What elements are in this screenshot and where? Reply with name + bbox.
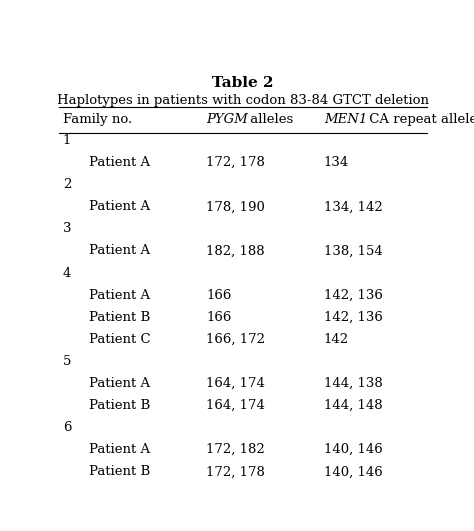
Text: 1: 1 [63,134,71,147]
Text: 182, 188: 182, 188 [206,244,265,258]
Text: Patient A: Patient A [89,244,150,258]
Text: 140, 146: 140, 146 [324,465,383,478]
Text: Patient B: Patient B [89,465,150,478]
Text: Family no.: Family no. [63,114,132,126]
Text: 4: 4 [63,267,71,279]
Text: alleles: alleles [246,114,293,126]
Text: CA repeat alleles: CA repeat alleles [365,114,474,126]
Text: 3: 3 [63,222,72,235]
Text: Patient A: Patient A [89,443,150,456]
Text: 5: 5 [63,355,71,368]
Text: 2: 2 [63,178,71,191]
Text: 178, 190: 178, 190 [206,200,265,213]
Text: 142, 136: 142, 136 [324,289,383,302]
Text: Patient A: Patient A [89,377,150,390]
Text: MEN1: MEN1 [324,114,367,126]
Text: Haplotypes in patients with codon 83-84 GTCT deletion: Haplotypes in patients with codon 83-84 … [57,95,429,107]
Text: 144, 148: 144, 148 [324,399,383,412]
Text: Patient A: Patient A [89,200,150,213]
Text: 142: 142 [324,333,349,346]
Text: 138, 154: 138, 154 [324,244,383,258]
Text: 134, 142: 134, 142 [324,200,383,213]
Text: 166: 166 [206,311,232,324]
Text: 166: 166 [206,289,232,302]
Text: PYGM: PYGM [206,114,248,126]
Text: Patient C: Patient C [89,333,150,346]
Text: 172, 178: 172, 178 [206,465,265,478]
Text: 142, 136: 142, 136 [324,311,383,324]
Text: 144, 138: 144, 138 [324,377,383,390]
Text: 164, 174: 164, 174 [206,399,265,412]
Text: Patient B: Patient B [89,399,150,412]
Text: Table 2: Table 2 [212,76,273,90]
Text: Patient A: Patient A [89,289,150,302]
Text: 172, 182: 172, 182 [206,443,265,456]
Text: Patient A: Patient A [89,156,150,169]
Text: 140, 146: 140, 146 [324,443,383,456]
Text: Patient B: Patient B [89,311,150,324]
Text: 172, 178: 172, 178 [206,156,265,169]
Text: 134: 134 [324,156,349,169]
Text: 166, 172: 166, 172 [206,333,265,346]
Text: 164, 174: 164, 174 [206,377,265,390]
Text: 6: 6 [63,421,72,434]
